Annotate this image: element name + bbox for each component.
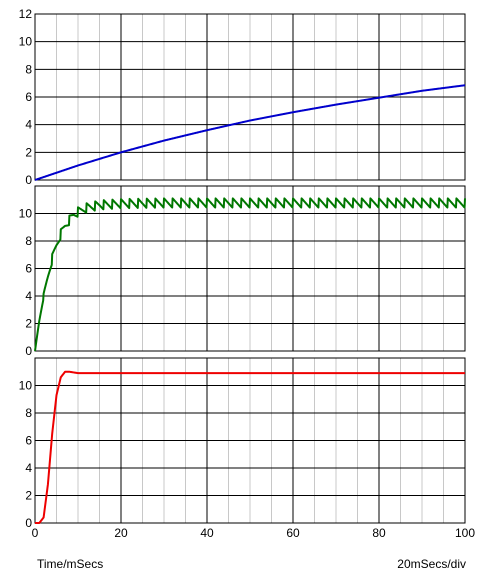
y-tick-label: 0 (25, 516, 32, 530)
x-tick-label: 100 (455, 526, 475, 540)
y-tick-label: 12 (19, 7, 33, 21)
series-line (34, 370, 466, 524)
series-line (34, 197, 466, 352)
y-tick-label: 0 (25, 344, 32, 358)
y-tick-label: 6 (25, 90, 32, 104)
panel-frame (34, 185, 466, 352)
y-tick-label: 4 (25, 118, 32, 132)
y-tick-label: 10 (19, 35, 33, 49)
x-axis-label: Time/mSecs (37, 557, 104, 571)
y-tick-label: 2 (25, 317, 32, 331)
x-tick-label: 60 (286, 526, 300, 540)
x-tick-label: 20 (114, 526, 128, 540)
y-tick-label: 2 (25, 145, 32, 159)
y-tick-label: 4 (25, 289, 32, 303)
y-tick-label: 8 (25, 406, 32, 420)
series-line (34, 84, 466, 181)
y-tick-label: 6 (25, 262, 32, 276)
y-tick-label: 10 (19, 207, 33, 221)
y-tick-label: 8 (25, 62, 32, 76)
y-tick-label: 0 (25, 173, 32, 187)
y-tick-label: 4 (25, 461, 32, 475)
y-tick-label: 6 (25, 434, 32, 448)
panel-middle: 0 2 4 6 8 10 (19, 185, 466, 358)
y-tick-label: 8 (25, 234, 32, 248)
y-tick-label: 10 (19, 379, 33, 393)
y-tick-label: 2 (25, 489, 32, 503)
panel-top: 0 2 4 6 8 10 12 (19, 7, 466, 187)
panel-frame (34, 357, 466, 524)
x-tick-label: 0 (32, 526, 39, 540)
x-tick-label: 40 (200, 526, 214, 540)
x-tick-label: 80 (372, 526, 386, 540)
time-scale-label: 20mSecs/div (397, 557, 466, 571)
panel-frame (34, 13, 466, 181)
panel-bottom: 0 2 4 6 8 10 (19, 357, 466, 530)
